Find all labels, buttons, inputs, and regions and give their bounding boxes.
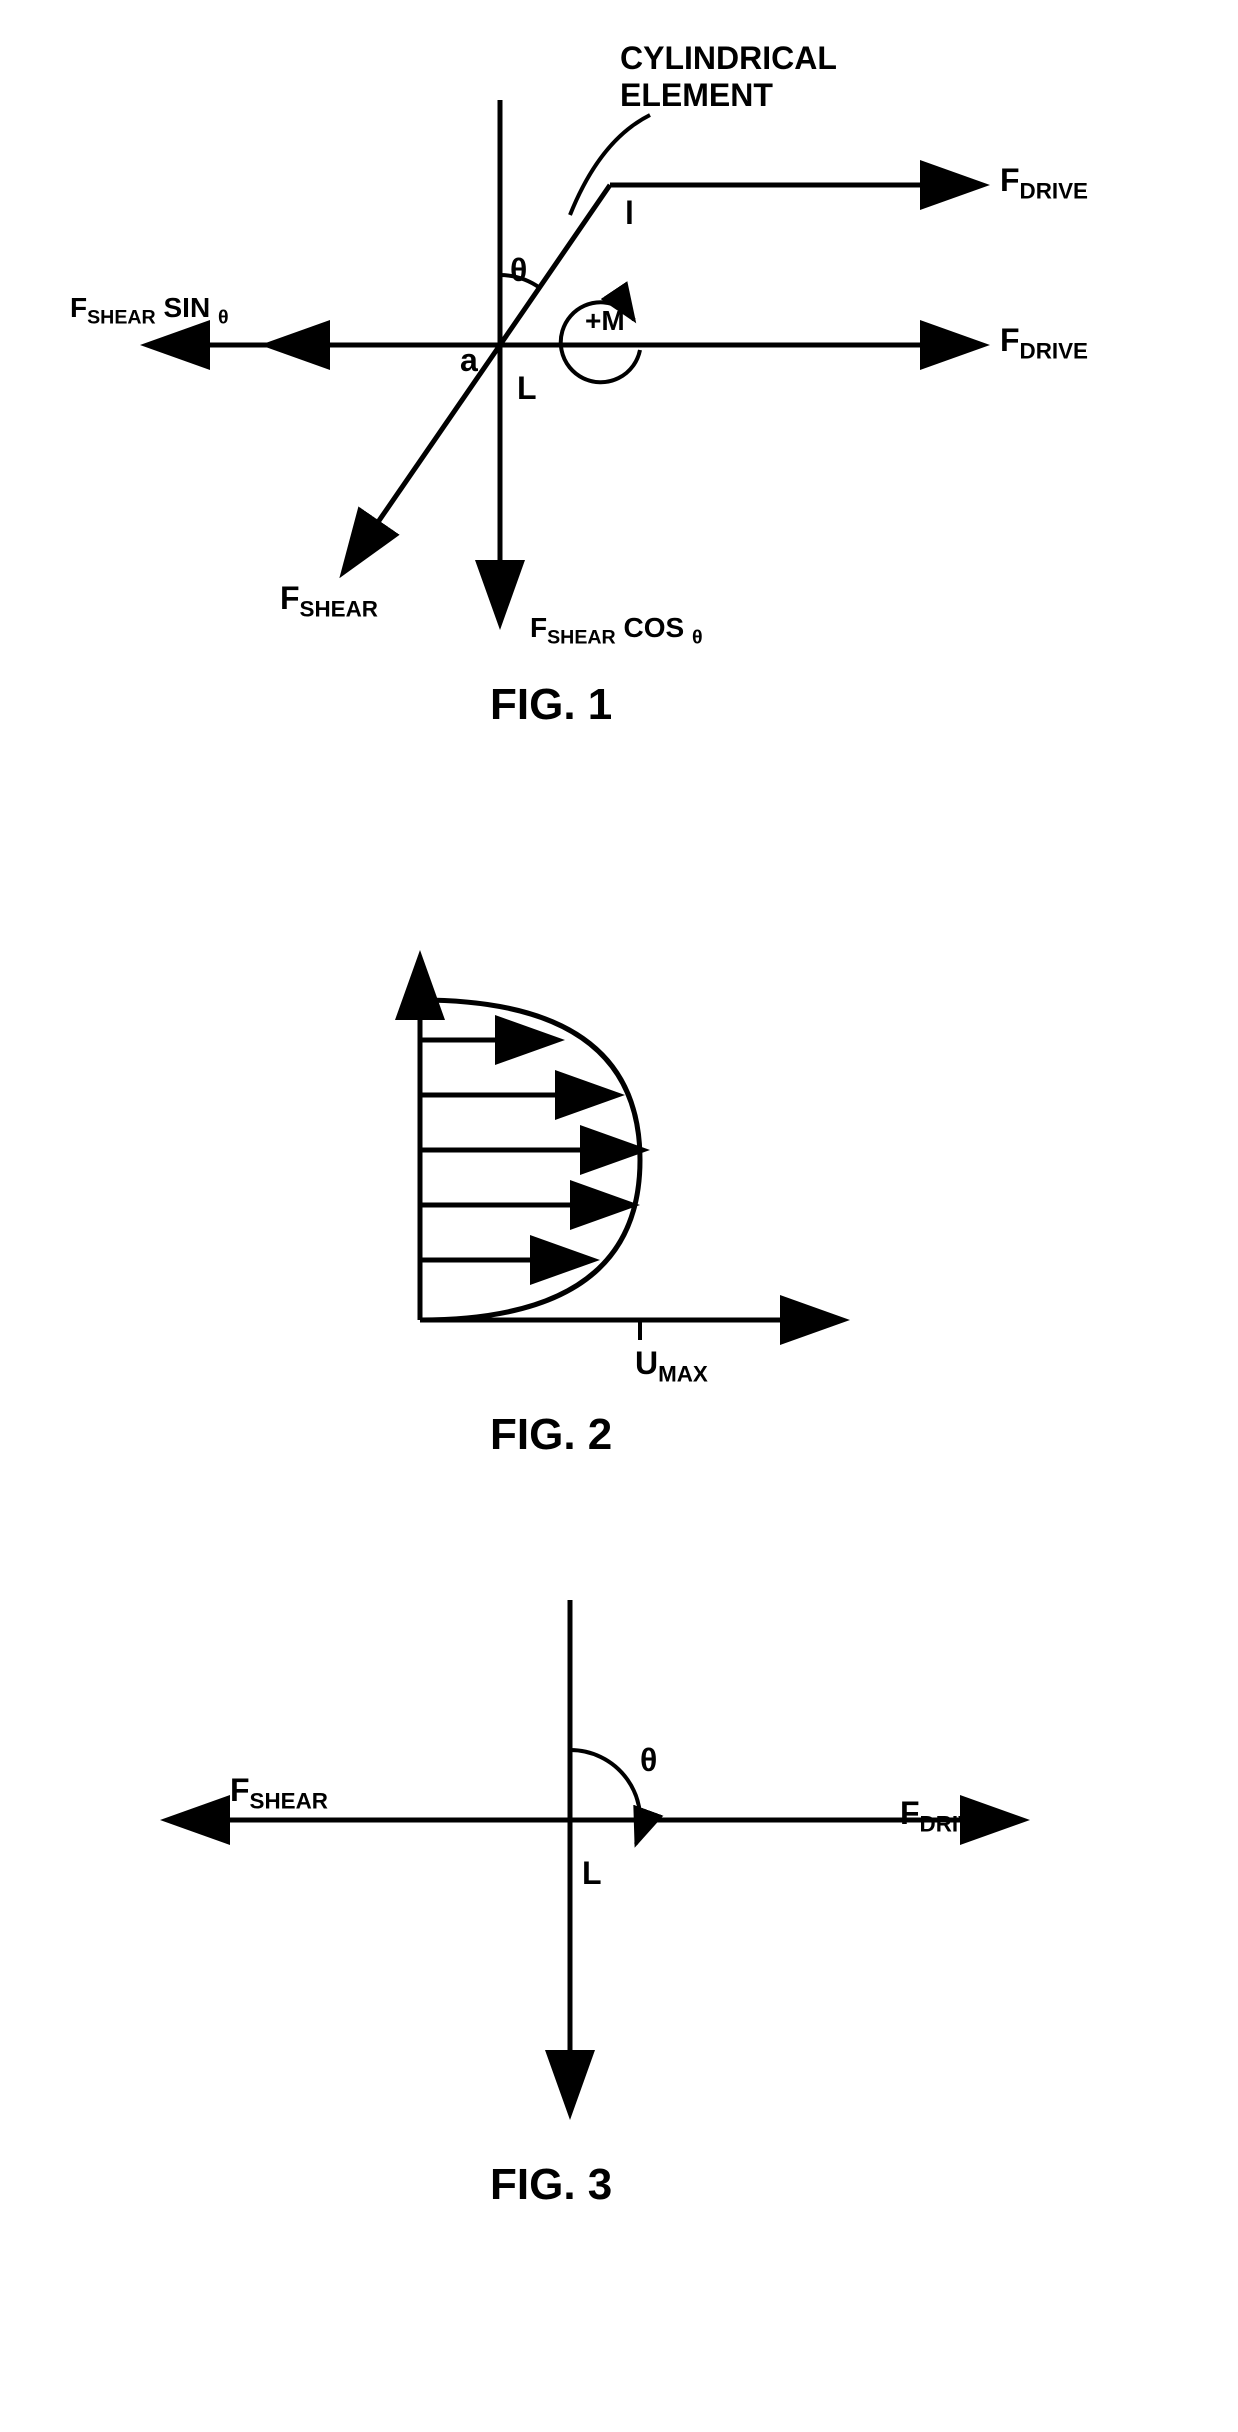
fig2-umax: UMAX — [635, 1345, 708, 1387]
fig1-fdrive2: FDRIVE — [1000, 322, 1088, 364]
fig1-fshear: FSHEAR — [280, 580, 378, 622]
fig3-fdrive: FDRIVE — [900, 1795, 988, 1837]
fig3-theta: θ — [640, 1742, 657, 1779]
page: CYLINDRICAL ELEMENT FDRIVE FDRIVE FSHEAR… — [0, 0, 1238, 2432]
fig1-svg — [0, 0, 1238, 800]
fig1-l: l — [625, 195, 634, 232]
fig1-fshear-cos: FSHEAR COS θ — [530, 612, 703, 650]
t: CYLINDRICAL ELEMENT — [620, 40, 837, 113]
fig3-fshear: FSHEAR — [230, 1772, 328, 1814]
fig3-L: L — [582, 1855, 602, 1892]
fig2-svg — [0, 880, 1238, 1480]
fig1-cyl-label: CYLINDRICAL ELEMENT — [620, 40, 837, 114]
fig2-caption: FIG. 2 — [490, 1410, 612, 1460]
fig1-theta: θ — [510, 252, 527, 289]
fig1-fshear-sin: FSHEAR SIN θ — [70, 292, 229, 330]
fig1-L: L — [517, 370, 537, 407]
fig1-caption: FIG. 1 — [490, 680, 612, 730]
fig1-fdrive1: FDRIVE — [1000, 162, 1088, 204]
fig1-a: a — [460, 342, 478, 379]
fig1-M: +M — [585, 305, 625, 337]
fig3-caption: FIG. 3 — [490, 2160, 612, 2210]
fig3-svg — [0, 1560, 1238, 2260]
